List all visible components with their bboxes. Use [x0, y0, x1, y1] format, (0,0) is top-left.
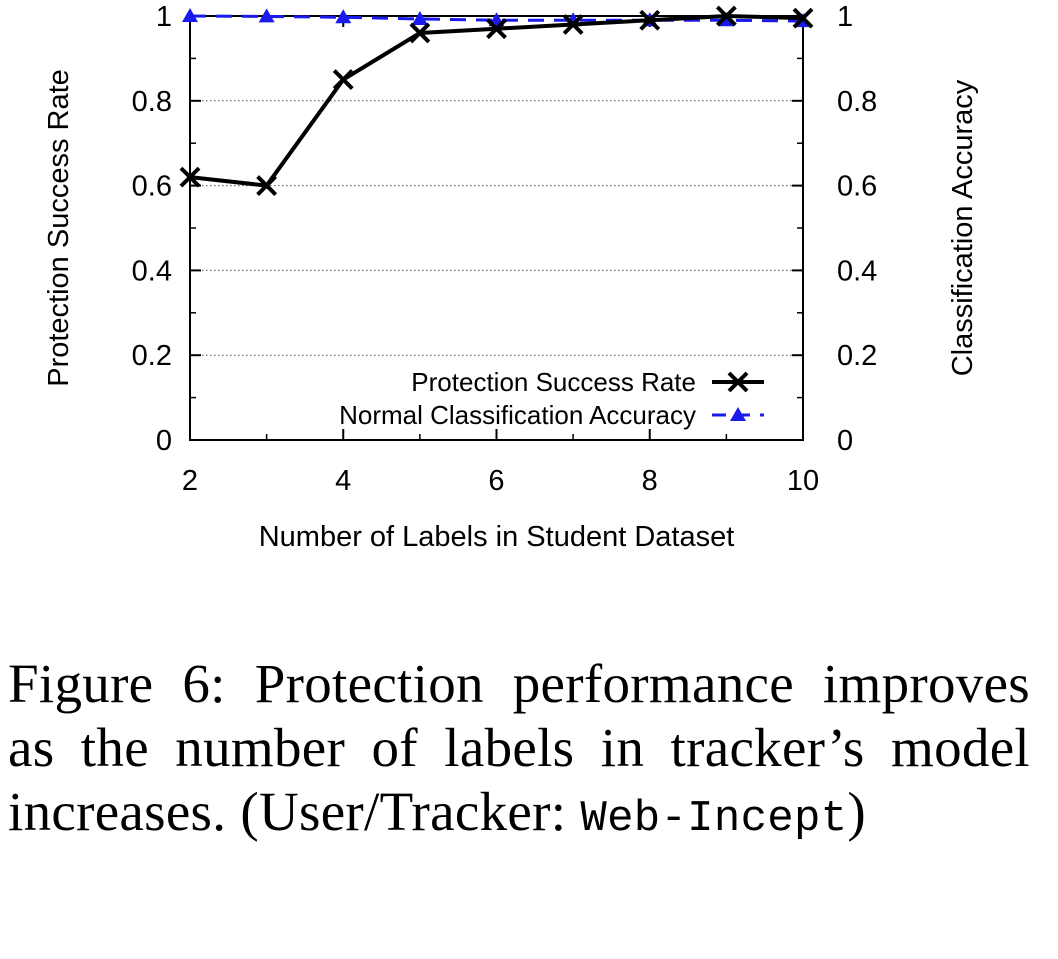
y-tick-label: 0.2 [132, 340, 172, 372]
y-tick-label: 0.8 [132, 86, 172, 118]
caption-text: Figure 6: Protection performance improve… [8, 653, 1030, 842]
marker-x [256, 175, 278, 197]
y2-tick-label: 0.8 [837, 86, 877, 118]
y2-tick-label: 0 [837, 425, 853, 457]
y2-tick-label: 1 [837, 1, 853, 33]
marker-triangle [258, 8, 275, 23]
figure-caption: Figure 6: Protection performance improve… [8, 652, 1030, 851]
y2-axis-label: Classification Accuracy [947, 79, 979, 376]
marker-x [179, 166, 201, 188]
x-axis-label: Number of Labels in Student Dataset [259, 521, 735, 553]
marker-triangle [335, 9, 352, 24]
marker-x [792, 7, 814, 29]
y-tick-label: 0.6 [132, 171, 172, 203]
x-tick-label: 4 [335, 465, 351, 497]
legend-label: Protection Success Rate [411, 367, 696, 397]
y2-tick-label: 0.4 [837, 255, 877, 287]
caption-code: Web-Incept [580, 794, 848, 844]
x-tick-label: 8 [642, 465, 658, 497]
marker-x [332, 69, 354, 91]
marker-x [715, 5, 737, 27]
y-tick-label: 0 [156, 425, 172, 457]
marker-x [639, 9, 661, 31]
x-tick-label: 10 [787, 465, 819, 497]
y2-tick-label: 0.2 [837, 340, 877, 372]
y2-tick-label: 0.6 [837, 171, 877, 203]
y-axis-label: Protection Success Rate [43, 69, 75, 387]
marker-x [727, 371, 749, 393]
x-tick-label: 6 [488, 465, 504, 497]
marker-x [562, 14, 584, 35]
legend-label: Normal Classification Accuracy [339, 400, 696, 430]
x-tick-label: 2 [182, 465, 198, 497]
marker-x [409, 22, 431, 44]
series-protection-success-rate [179, 5, 814, 197]
marker-triangle [182, 8, 198, 22]
y-tick-label: 0.4 [132, 255, 172, 287]
series-layer [179, 5, 814, 197]
y-tick-label: 1 [156, 1, 172, 33]
marker-triangle [411, 10, 428, 25]
marker-x [486, 18, 507, 40]
caption-end: ) [847, 781, 867, 842]
grid-lines [190, 100, 803, 356]
marker-triangle [730, 407, 746, 421]
